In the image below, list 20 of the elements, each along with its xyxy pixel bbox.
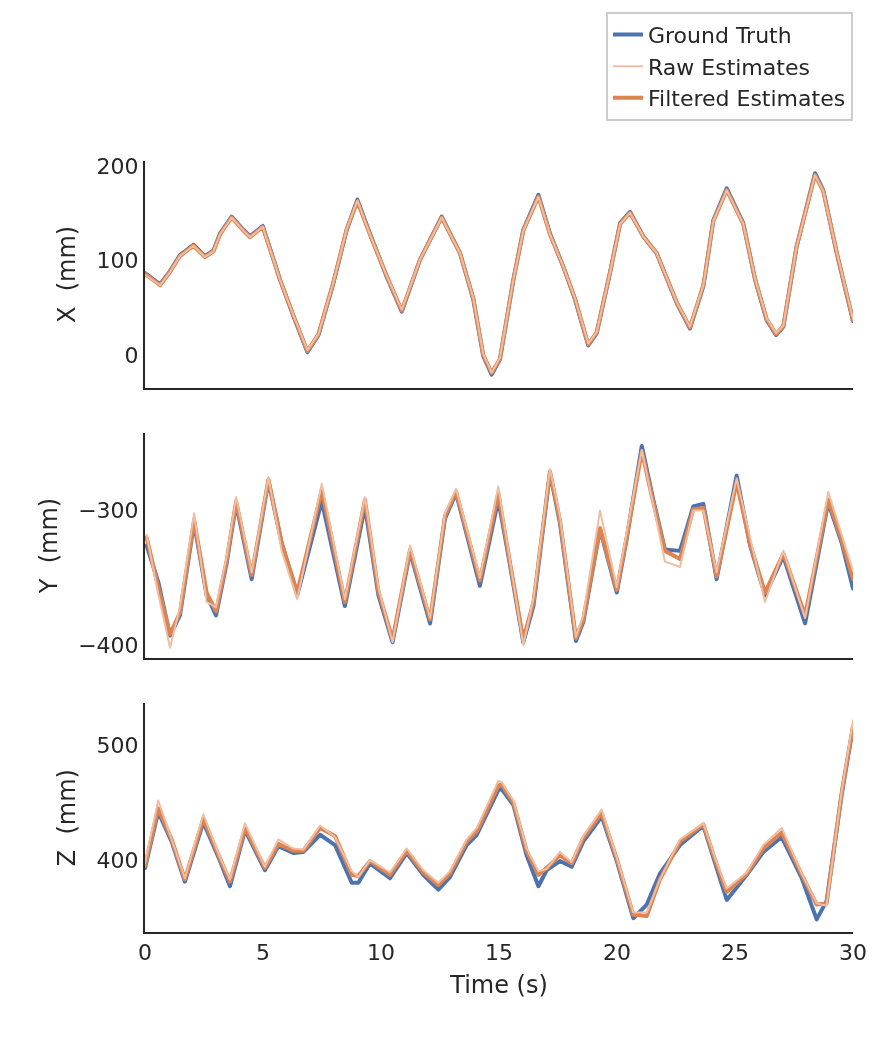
x-tick-label: 20 — [603, 940, 631, 966]
x-tick-label: 10 — [367, 940, 395, 966]
x-tick-label: 5 — [256, 940, 270, 966]
y-tick-label: −400 — [78, 632, 139, 658]
legend-label: Ground Truth — [648, 23, 792, 49]
y-tick-label: −300 — [78, 498, 139, 524]
x-axis-title: Time (s) — [449, 971, 548, 1000]
y-tick-label: 100 — [96, 248, 139, 274]
x-tick-label: 30 — [839, 940, 867, 966]
legend-label: Filtered Estimates — [648, 86, 846, 112]
y-tick-label: 0 — [124, 342, 139, 368]
y-tick-label: 400 — [96, 847, 139, 873]
legend-label: Raw Estimates — [648, 54, 810, 80]
y-axis-title: Y (mm) — [34, 497, 63, 595]
x-tick-label: 25 — [721, 940, 749, 966]
x-tick-label: 15 — [485, 940, 513, 966]
y-tick-label: 200 — [96, 154, 139, 180]
y-axis-title: X (mm) — [53, 225, 82, 324]
y-axis-title: Z (mm) — [53, 769, 82, 867]
y-tick-label: 500 — [96, 733, 139, 759]
